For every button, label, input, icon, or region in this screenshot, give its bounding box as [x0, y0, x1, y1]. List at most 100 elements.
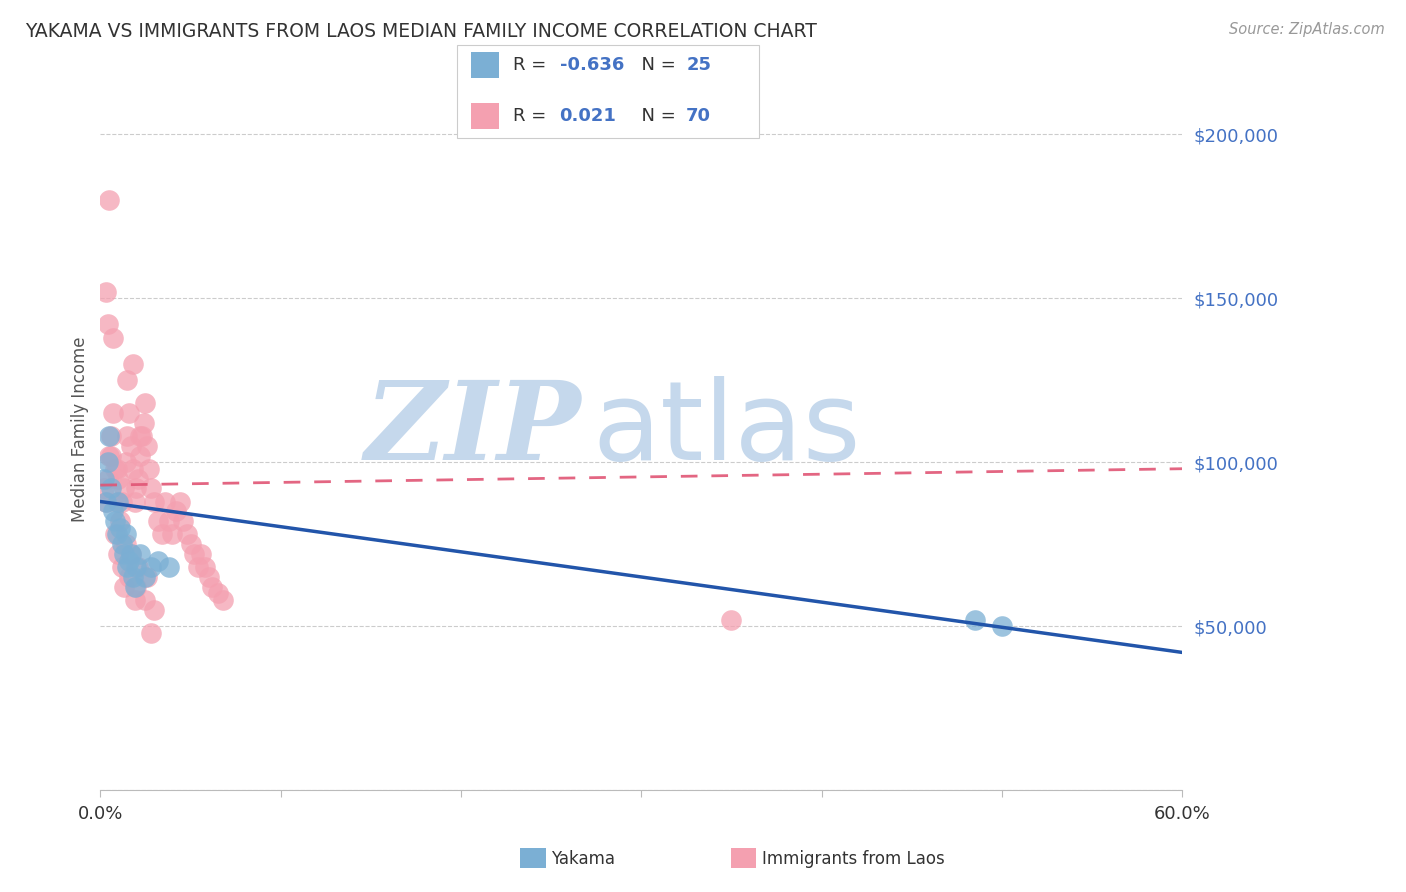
Point: [139, 482, 162, 496]
Point: [112, 580, 135, 594]
Point: [98, 429, 121, 443]
Point: [93, 472, 115, 486]
Point: [124, 593, 146, 607]
Text: -0.636: -0.636: [560, 56, 624, 74]
Point: [187, 560, 209, 574]
Point: [108, 521, 131, 535]
Point: [124, 580, 146, 594]
Point: [120, 439, 142, 453]
Point: [104, 514, 127, 528]
Point: [98, 193, 121, 207]
Point: [172, 514, 194, 528]
Point: [114, 455, 136, 469]
Point: [107, 547, 129, 561]
Point: [132, 416, 155, 430]
Point: [101, 330, 124, 344]
Point: [124, 494, 146, 508]
Point: [155, 494, 177, 508]
Point: [105, 494, 128, 508]
Point: [134, 396, 156, 410]
Point: [104, 461, 127, 475]
Point: [179, 537, 201, 551]
Point: [176, 527, 198, 541]
Point: [97, 455, 120, 469]
Point: [117, 373, 139, 387]
Point: [97, 472, 120, 486]
Point: [139, 560, 162, 574]
Point: [183, 547, 205, 561]
Point: [157, 514, 180, 528]
Point: [101, 406, 124, 420]
Point: [194, 560, 217, 574]
Text: Immigrants from Laos: Immigrants from Laos: [762, 850, 945, 868]
Point: [125, 560, 148, 574]
Point: [143, 494, 166, 508]
Point: [105, 461, 128, 475]
Point: [190, 547, 212, 561]
Text: N =: N =: [630, 107, 682, 125]
Point: [125, 580, 148, 594]
Point: [136, 439, 159, 453]
Point: [100, 429, 122, 443]
Point: [118, 406, 141, 420]
Point: [131, 429, 153, 443]
Point: [121, 570, 143, 584]
Point: [207, 586, 229, 600]
Point: [94, 285, 117, 299]
Point: [107, 472, 129, 486]
Point: [104, 527, 127, 541]
Point: [165, 504, 187, 518]
Point: [105, 527, 128, 541]
Point: [129, 429, 152, 443]
Text: R =: R =: [513, 107, 553, 125]
Point: [169, 494, 191, 508]
Point: [212, 593, 235, 607]
Text: N =: N =: [630, 56, 682, 74]
Point: [146, 553, 169, 567]
Point: [720, 613, 742, 627]
Point: [146, 514, 169, 528]
Point: [112, 482, 135, 496]
Point: [121, 357, 143, 371]
Point: [121, 461, 143, 475]
Point: [134, 593, 156, 607]
Point: [991, 619, 1014, 633]
Point: [136, 570, 159, 584]
Point: [117, 429, 139, 443]
Point: [157, 560, 180, 574]
Point: [197, 570, 219, 584]
Point: [201, 580, 224, 594]
Point: [117, 560, 139, 574]
Point: [112, 547, 135, 561]
Text: R =: R =: [513, 56, 553, 74]
Text: ZIP: ZIP: [366, 376, 582, 483]
Point: [127, 560, 149, 574]
Text: 70: 70: [686, 107, 711, 125]
Point: [162, 527, 184, 541]
Point: [100, 449, 122, 463]
Point: [963, 613, 986, 627]
Point: [101, 504, 124, 518]
Point: [108, 514, 131, 528]
Point: [114, 527, 136, 541]
Text: atlas: atlas: [593, 376, 860, 483]
Point: [111, 494, 134, 508]
Point: [118, 570, 141, 584]
Text: 0.021: 0.021: [560, 107, 616, 125]
Point: [120, 547, 142, 561]
Point: [111, 560, 134, 574]
Point: [143, 603, 166, 617]
Point: [150, 527, 173, 541]
Point: [129, 449, 152, 463]
Text: Yakama: Yakama: [551, 850, 616, 868]
Point: [118, 553, 141, 567]
Point: [134, 570, 156, 584]
Point: [129, 547, 152, 561]
Point: [100, 482, 122, 496]
Point: [138, 461, 160, 475]
Point: [111, 537, 134, 551]
Point: [107, 494, 129, 508]
Point: [97, 318, 120, 332]
Point: [114, 537, 136, 551]
Text: YAKAMA VS IMMIGRANTS FROM LAOS MEDIAN FAMILY INCOME CORRELATION CHART: YAKAMA VS IMMIGRANTS FROM LAOS MEDIAN FA…: [25, 22, 817, 41]
